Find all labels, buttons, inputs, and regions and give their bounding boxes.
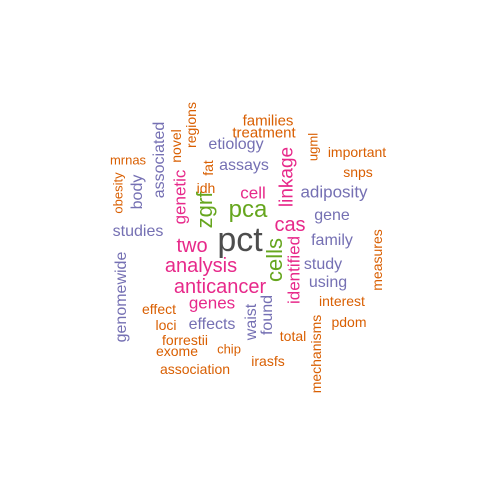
word-interest: interest	[319, 293, 365, 309]
word-mrnas: mrnas	[109, 152, 147, 168]
word-two: two	[176, 235, 208, 257]
word-effect: effect	[142, 301, 176, 317]
word-body: body	[129, 174, 146, 210]
word-identified: identified	[284, 235, 304, 305]
word-families: families	[242, 112, 294, 130]
word-mechanisms: mechanisms	[308, 314, 324, 394]
word-important: important	[327, 144, 387, 160]
word-fat: fat	[200, 160, 216, 176]
word-total: total	[279, 328, 307, 344]
word-ugml: ugml	[305, 132, 321, 162]
word-chip: chip	[217, 341, 241, 357]
word-waist: waist	[243, 303, 260, 341]
word-irasfs: irasfs	[251, 353, 285, 369]
word-family: family	[311, 232, 353, 249]
word-zgrf: zgrf	[192, 191, 217, 229]
word-pdom: pdom	[331, 314, 367, 330]
word-cells: cells	[262, 237, 287, 283]
word-study: study	[303, 256, 343, 273]
word-genomewide: genomewide	[113, 251, 130, 343]
word-linkage: linkage	[276, 146, 298, 208]
word-studies: studies	[112, 223, 164, 240]
word-obesity: obesity	[110, 172, 126, 214]
word-cas: cas	[274, 214, 306, 236]
word-genes: genes	[188, 293, 236, 313]
word-effects: effects	[188, 316, 236, 333]
word-treatment: treatment	[232, 124, 296, 142]
word-using: using	[308, 274, 348, 291]
word-regions: regions	[183, 102, 199, 148]
word-idh: idh	[196, 180, 216, 196]
word-cell: cell	[240, 183, 266, 203]
word-pct: pct	[217, 221, 263, 259]
word-associated: associated	[151, 121, 168, 199]
word-pca: pca	[228, 196, 268, 223]
word-adiposity: adiposity	[300, 182, 368, 202]
word-forrestii: forrestii	[162, 332, 208, 348]
word-measures: measures	[369, 229, 385, 291]
word-anticancer: anticancer	[173, 276, 267, 298]
word-exome: exome	[155, 343, 199, 359]
word-etiology: etiology	[208, 136, 264, 153]
word-novel: novel	[168, 129, 184, 163]
word-gene: gene	[314, 207, 350, 224]
word-found: found	[259, 294, 276, 336]
word-analysis: analysis	[164, 255, 238, 277]
word-loci: loci	[155, 317, 177, 333]
word-genetic: genetic	[170, 169, 190, 225]
word-snps: snps	[343, 164, 373, 180]
word-association: association	[159, 361, 231, 377]
word-assays: assays	[219, 157, 269, 174]
